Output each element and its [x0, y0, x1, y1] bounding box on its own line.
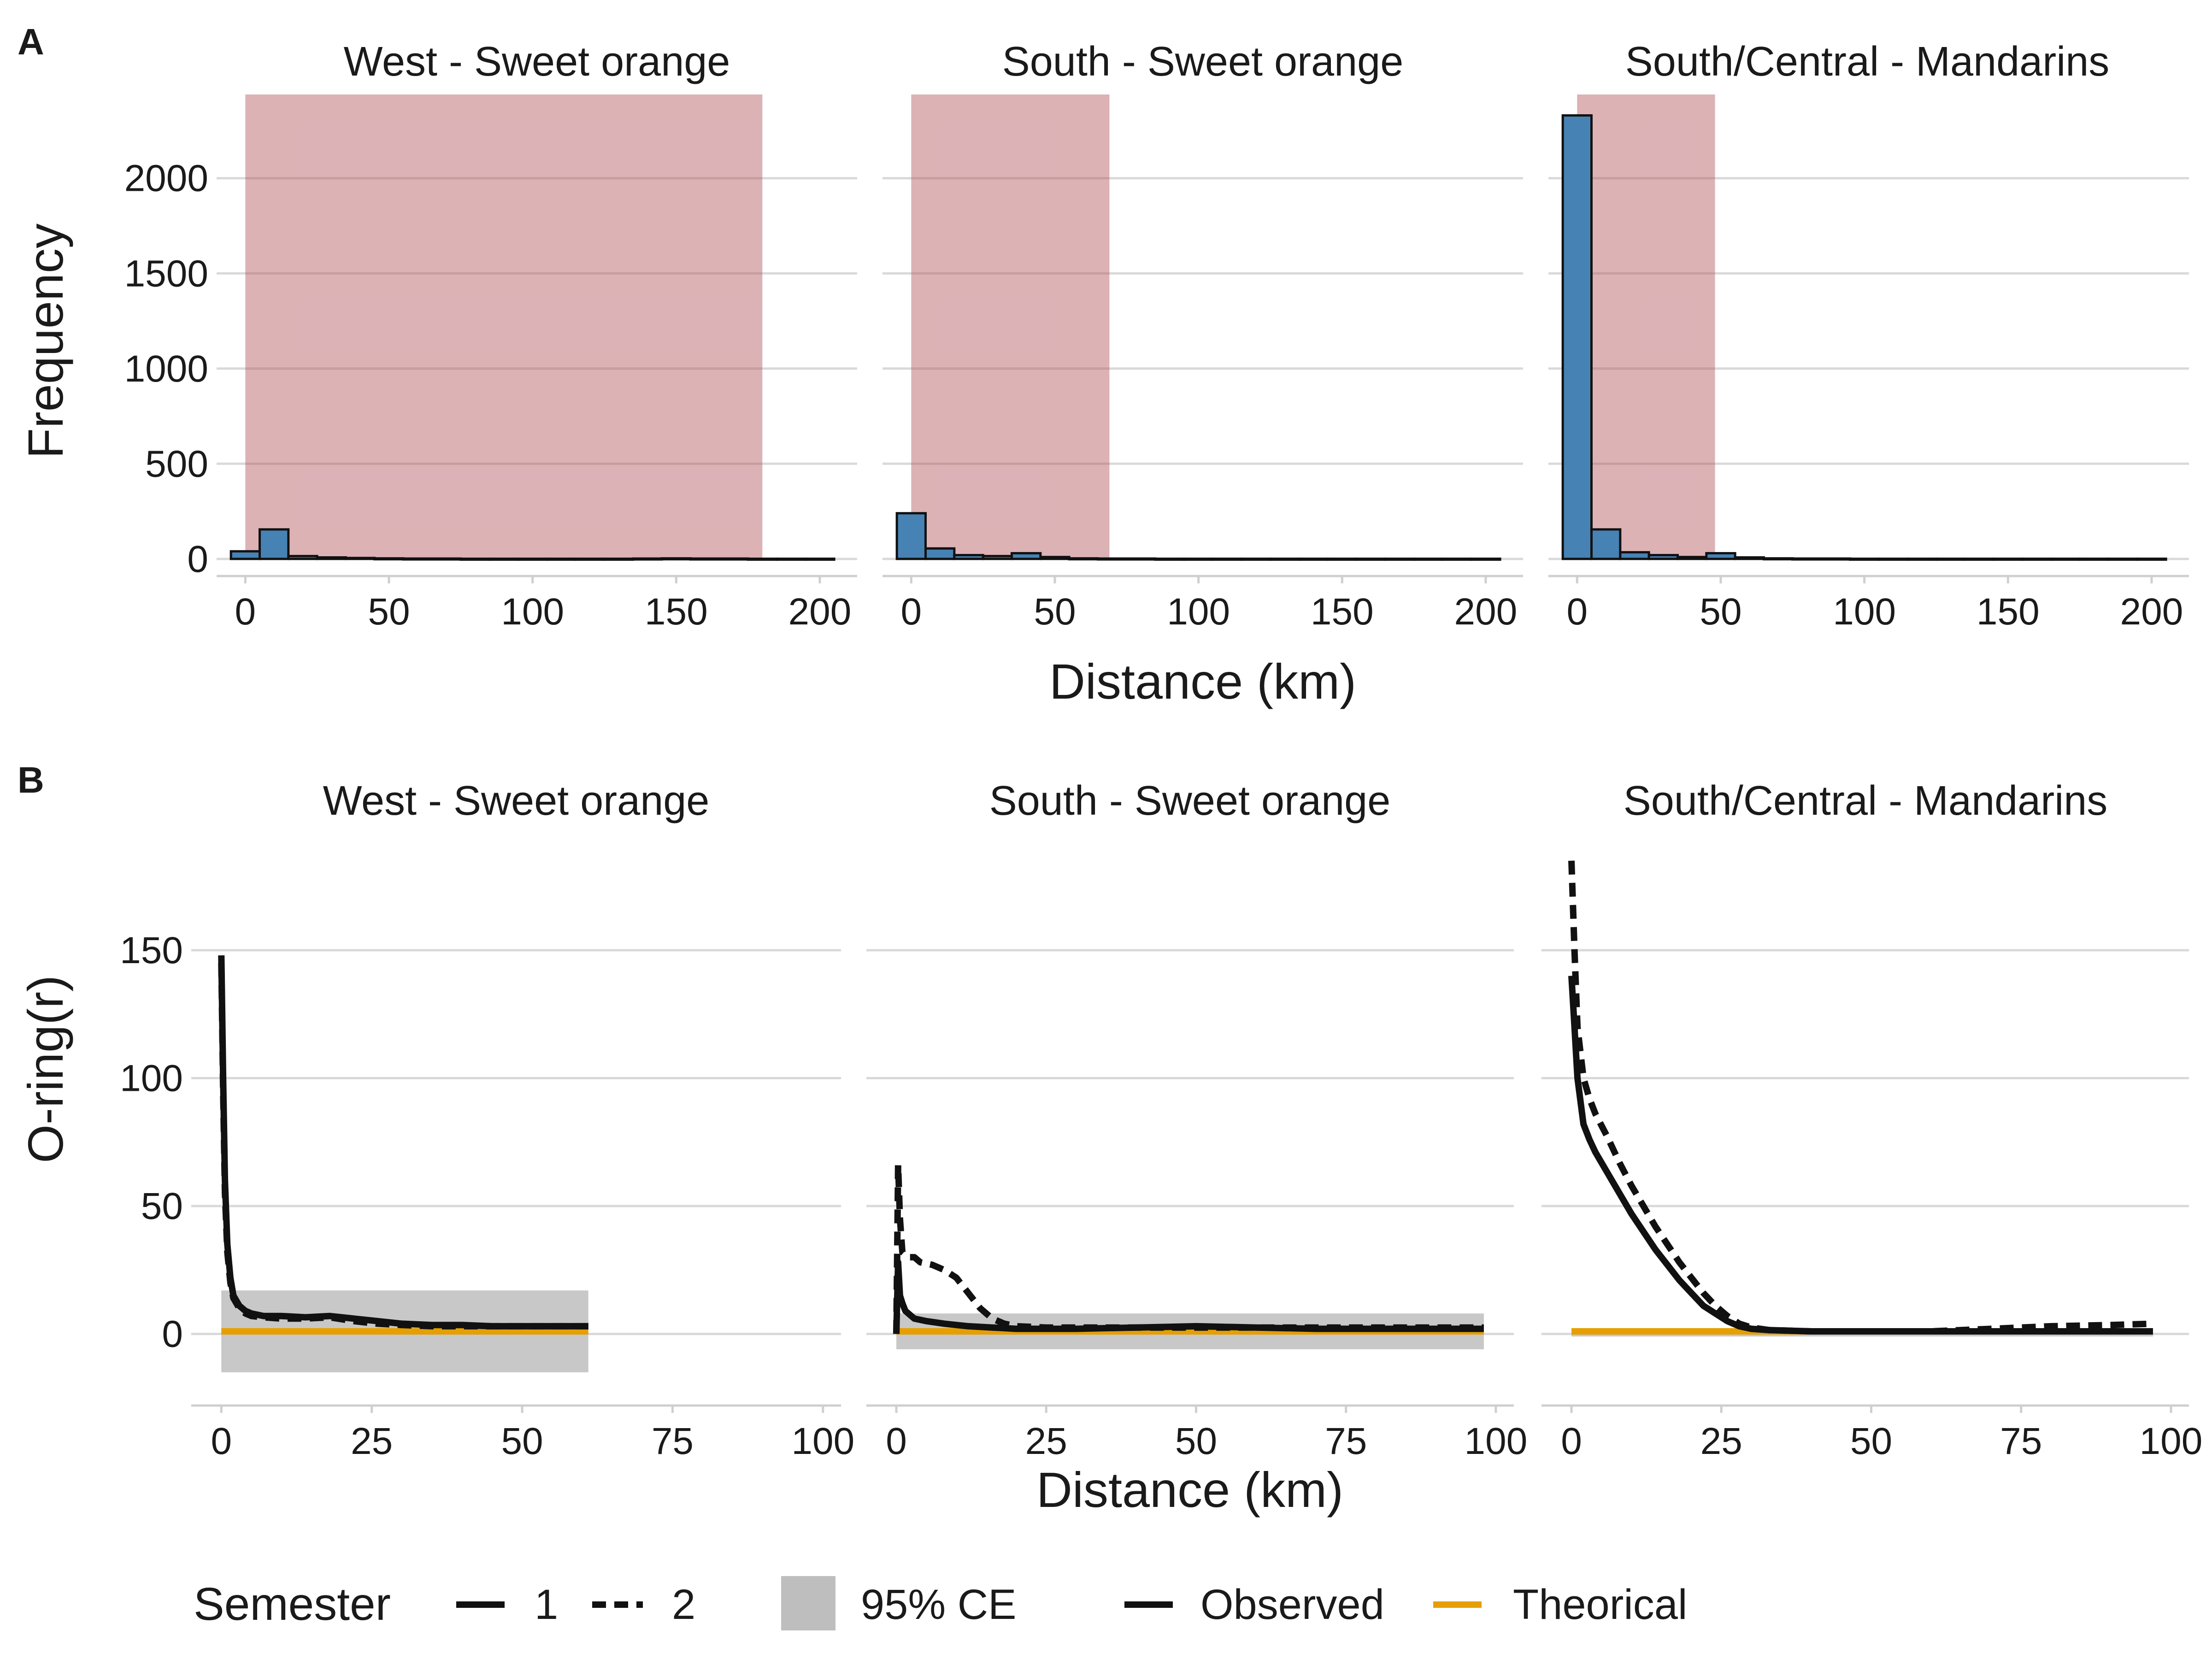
histogram-facet-west: West - Sweet orange 0 500 1000 1500 2000 0 50 1… — [124, 39, 857, 633]
y-tick-label: 1000 — [124, 348, 208, 390]
x-tick-label: 25 — [351, 1420, 393, 1462]
panel-label-a: A — [18, 21, 44, 62]
y-tick-label: 500 — [145, 443, 208, 485]
facet-plot-area: 0 50 100 150 200 — [882, 94, 1523, 633]
histogram-bar — [1734, 556, 1765, 560]
x-tick-label: 50 — [368, 591, 410, 633]
facet-title-central: South/Central - Mandarins — [1625, 39, 2110, 85]
y-tick-label: 0 — [162, 1313, 183, 1355]
facet-plot-area: 0 50 100 150 200 — [1548, 94, 2189, 633]
observed-line-semester-1 — [218, 955, 588, 1330]
x-axis-title-a: Distance (km) — [1049, 653, 1356, 709]
histogram-bar — [924, 547, 956, 560]
facet-title-south-b: South - Sweet orange — [989, 778, 1391, 824]
y-axis-title-a: Frequency — [18, 224, 73, 459]
y-tick-label: 150 — [120, 930, 183, 971]
x-axis-title-b: Distance (km) — [1036, 1462, 1343, 1518]
legend-envelope-label: 95% CE — [861, 1581, 1017, 1628]
histogram-bar — [1561, 114, 1593, 560]
x-tick-label: 200 — [1454, 591, 1518, 633]
histogram-bar — [1039, 556, 1071, 560]
shaded-region — [1577, 94, 1715, 560]
shaded-region — [911, 94, 1110, 560]
histogram-bar — [953, 554, 984, 560]
x-tick-label: 50 — [1175, 1420, 1217, 1462]
y-tick-label: 0 — [187, 538, 208, 580]
histogram-bar — [258, 528, 290, 560]
x-tick-label: 50 — [1034, 591, 1076, 633]
observed-line-semester-2 — [893, 1162, 1484, 1334]
oring-facet-west: West - Sweet orange 0 50 100 150 0 25 50 75 100 — [120, 778, 854, 1462]
facet-title-west: West - Sweet orange — [344, 39, 730, 85]
x-tick-label: 75 — [652, 1420, 694, 1462]
observed-line-semester-2 — [218, 963, 588, 1330]
x-tick-label: 100 — [791, 1420, 854, 1462]
y-tick-label: 50 — [141, 1185, 183, 1227]
x-tick-label: 50 — [1850, 1420, 1892, 1462]
legend-semester-2-label: 2 — [672, 1581, 695, 1628]
facet-plot-area: 0 50 100 150 0 25 50 75 100 — [120, 930, 854, 1462]
histogram-bar — [1647, 554, 1679, 560]
x-tick-label: 25 — [1025, 1420, 1067, 1462]
histogram-bar — [895, 512, 927, 560]
histogram-bar — [229, 550, 261, 560]
x-tick-label: 100 — [1465, 1420, 1528, 1462]
facet-title-south: South - Sweet orange — [1002, 39, 1404, 85]
x-tick-label: 50 — [501, 1420, 543, 1462]
facet-plot-area: 0 25 50 75 100 — [1541, 860, 2203, 1462]
histogram-bar — [1010, 552, 1042, 560]
x-tick-label: 0 — [886, 1420, 907, 1462]
x-tick-label: 75 — [2000, 1420, 2042, 1462]
y-tick-label: 2000 — [124, 158, 208, 200]
x-tick-label: 0 — [1561, 1420, 1582, 1462]
y-tick-label: 1500 — [124, 253, 208, 294]
legend-theoretical-label: Theorical — [1513, 1581, 1687, 1628]
x-tick-label: 150 — [1977, 591, 2040, 633]
observed-line-semester-2 — [1568, 860, 2153, 1335]
x-tick-label: 200 — [2120, 591, 2183, 633]
legend-semester-title: Semester — [194, 1578, 391, 1630]
shaded-region — [245, 94, 763, 560]
facet-plot-area: 0 25 50 75 100 — [866, 949, 1528, 1462]
x-tick-label: 0 — [235, 591, 256, 633]
histogram-bar — [316, 556, 347, 560]
x-tick-label: 100 — [501, 591, 564, 633]
x-tick-label: 0 — [1567, 591, 1588, 633]
x-tick-label: 150 — [645, 591, 708, 633]
x-tick-label: 200 — [788, 591, 852, 633]
observed-line-semester-1 — [1568, 976, 2153, 1335]
facet-plot-area: 0 500 1000 1500 2000 0 50 100 150 200 — [124, 94, 857, 633]
x-tick-label: 0 — [901, 591, 922, 633]
facet-title-central-b: South/Central - Mandarins — [1624, 778, 2108, 824]
histogram-bar — [1619, 551, 1650, 560]
histogram-bar — [1705, 552, 1736, 560]
legend-semester-1-label: 1 — [535, 1581, 558, 1628]
histogram-bar — [344, 557, 376, 560]
histogram-bar — [1590, 528, 1622, 560]
x-tick-label: 0 — [211, 1420, 232, 1462]
y-tick-label: 100 — [120, 1058, 183, 1100]
x-tick-label: 100 — [2140, 1420, 2203, 1462]
facet-title-west-b: West - Sweet orange — [323, 778, 710, 824]
x-tick-label: 75 — [1325, 1420, 1367, 1462]
x-tick-label: 25 — [1700, 1420, 1742, 1462]
x-tick-label: 150 — [1311, 591, 1374, 633]
histogram-bar — [1676, 556, 1708, 560]
legend: Semester 1 2 95% CE Observed Theorical — [194, 1576, 1687, 1630]
histogram-facet-south: South - Sweet orange 0 50 100 150 200 — [882, 39, 1523, 633]
panel-label-b: B — [18, 759, 44, 800]
x-tick-label: 50 — [1700, 591, 1741, 633]
oring-facet-south: South - Sweet orange 0 25 50 75 100 — [866, 778, 1527, 1462]
histogram-facet-central: South/Central - Mandarins 0 50 100 150 200 — [1548, 39, 2189, 633]
x-tick-label: 100 — [1167, 591, 1230, 633]
histogram-bar — [287, 555, 318, 560]
oring-facet-central: South/Central - Mandarins 0 25 50 75 100 — [1541, 778, 2202, 1462]
x-tick-label: 100 — [1833, 591, 1896, 633]
histogram-bar — [982, 555, 1013, 560]
y-axis-title-b: O-ring(r) — [18, 975, 73, 1163]
legend-observed-label: Observed — [1200, 1581, 1384, 1628]
legend-envelope-swatch — [781, 1576, 835, 1630]
